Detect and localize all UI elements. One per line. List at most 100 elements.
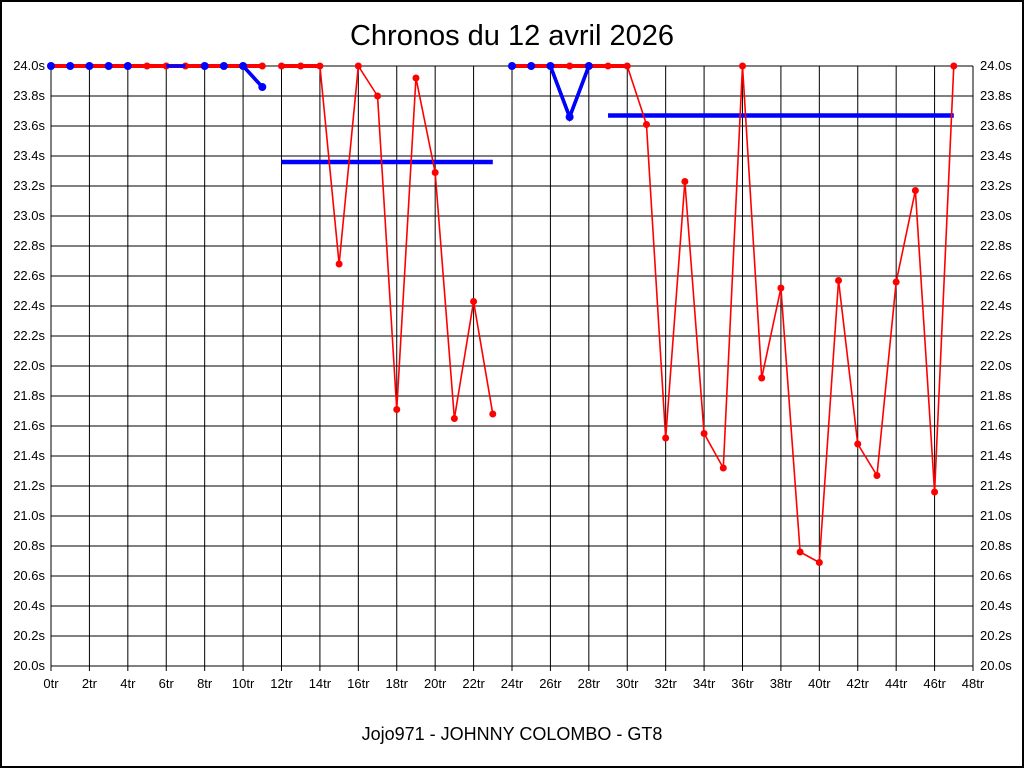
lap-time-segment <box>741 65 763 379</box>
y-axis-tick-label-right: 23.6s <box>980 118 1012 133</box>
y-axis-tick-label-right: 21.0s <box>980 508 1012 523</box>
x-axis-tick-label: 26tr <box>539 676 562 691</box>
lap-time-marker <box>354 62 362 70</box>
lap-time-marker <box>450 415 458 422</box>
reference-marker <box>123 62 132 70</box>
lap-time-segment <box>818 280 840 563</box>
lap-time-marker <box>374 92 382 100</box>
x-axis-tick-label: 36tr <box>731 676 754 691</box>
lap-time-segment <box>395 77 417 410</box>
y-axis-tick-label-right: 20.4s <box>980 598 1012 613</box>
x-axis-tick-label: 30tr <box>616 676 639 691</box>
x-axis-tick-label: 48tr <box>962 676 985 691</box>
y-axis-tick-label-left: 21.0s <box>13 508 45 523</box>
x-axis-tick-label: 16tr <box>347 676 370 691</box>
reference-polyline <box>241 64 264 89</box>
x-axis-tick-label: 2tr <box>82 676 98 691</box>
red-series <box>47 62 958 566</box>
lap-time-marker <box>489 410 497 418</box>
x-axis-tick-label: 4tr <box>120 676 136 691</box>
lap-time-marker <box>835 277 843 284</box>
reference-marker <box>104 62 113 70</box>
lap-time-marker <box>681 178 689 185</box>
y-axis-tick-label-left: 20.4s <box>13 598 45 613</box>
x-axis-tick-label: 42tr <box>847 676 870 691</box>
reference-marker <box>258 83 267 91</box>
y-axis-tick-label-left: 23.4s <box>13 148 45 163</box>
lap-time-marker <box>758 374 766 382</box>
reference-marker <box>584 62 593 70</box>
y-axis-tick-label-right: 23.8s <box>980 88 1012 103</box>
y-axis-tick-label-left: 20.2s <box>13 628 45 643</box>
reference-marker <box>565 113 574 121</box>
lap-time-segment <box>664 181 686 439</box>
lap-time-marker <box>892 278 900 286</box>
x-axis-tick-label: 12tr <box>270 676 293 691</box>
lap-time-segment <box>319 65 340 265</box>
y-axis-tick-label-right: 21.6s <box>980 418 1012 433</box>
lap-time-marker <box>278 62 285 70</box>
lap-time-marker <box>950 62 958 70</box>
x-axis-tick-label: 0tr <box>43 676 59 691</box>
y-axis-tick-label-left: 23.6s <box>13 118 45 133</box>
y-axis-tick-label-left: 22.0s <box>13 358 45 373</box>
blue-series-under <box>51 64 954 165</box>
lap-time-marker <box>143 62 151 70</box>
lap-time-marker <box>662 434 670 442</box>
y-axis-tick-label-left: 23.0s <box>13 208 45 223</box>
lap-time-marker <box>258 62 266 70</box>
x-axis-tick-label: 40tr <box>808 676 831 691</box>
reference-marker <box>508 62 516 70</box>
lap-time-segment <box>799 551 820 564</box>
y-axis-tick-label-left: 24.0s <box>13 58 45 73</box>
y-axis-tick-label-right: 20.0s <box>980 658 1012 673</box>
reference-marker <box>219 62 228 70</box>
y-axis-tick-label-left: 23.2s <box>13 178 45 193</box>
lap-time-marker <box>911 187 919 194</box>
x-axis-tick-label: 38tr <box>770 676 793 691</box>
lap-time-marker <box>412 74 420 82</box>
lap-time-marker <box>815 559 823 566</box>
y-axis-tick-label-left: 21.6s <box>13 418 45 433</box>
page-title: Chronos du 12 avril 2026 <box>349 20 675 52</box>
lap-time-segment <box>645 124 667 439</box>
y-axis-tick-label-right: 21.4s <box>980 448 1012 463</box>
lap-time-segment <box>357 65 379 97</box>
reference-marker <box>527 62 536 70</box>
lap-time-segment <box>472 301 494 415</box>
y-axis-tick-label-right: 21.8s <box>980 388 1012 403</box>
y-axis-tick-label-left: 22.2s <box>13 328 45 343</box>
y-axis-tick-label-left: 20.0s <box>13 658 45 673</box>
lap-time-segment <box>684 181 705 434</box>
x-axis-tick-label: 24tr <box>501 676 524 691</box>
y-axis-tick-label-left: 21.2s <box>13 478 45 493</box>
y-axis-tick-label-left: 20.8s <box>13 538 45 553</box>
y-axis-tick-label-right: 20.2s <box>980 628 1012 643</box>
lap-time-marker <box>431 169 439 176</box>
y-axis-tick-label-right: 22.0s <box>980 358 1012 373</box>
y-axis-tick-label-right: 24.0s <box>980 58 1012 73</box>
reference-polyline <box>548 65 591 122</box>
x-axis-tick-label: 14tr <box>309 676 332 691</box>
lap-time-segment <box>338 65 360 265</box>
lap-time-segment <box>760 287 782 379</box>
y-axis-tick-label-left: 21.4s <box>13 448 45 463</box>
lap-time-segment <box>914 190 936 493</box>
y-axis-tick-label-right: 23.0s <box>980 208 1012 223</box>
lap-time-segment <box>895 190 917 283</box>
lap-time-marker <box>566 62 574 70</box>
x-axis-tick-label: 44tr <box>885 676 908 691</box>
y-axis-tick-label-left: 21.8s <box>13 388 45 403</box>
y-axis-tick-label-right: 22.2s <box>980 328 1012 343</box>
lap-time-marker <box>931 488 939 496</box>
lap-time-segment <box>857 443 878 476</box>
lap-time-segment <box>703 433 724 469</box>
y-axis-tick-label-right: 23.2s <box>980 178 1012 193</box>
y-axis-tick-label-right: 21.2s <box>980 478 1012 493</box>
y-axis-tick-label-left: 22.4s <box>13 298 45 313</box>
x-axis-tick-label: 34tr <box>693 676 716 691</box>
grid-layer <box>50 65 974 671</box>
reference-marker <box>66 62 75 70</box>
x-axis-tick-label: 6tr <box>159 676 175 691</box>
